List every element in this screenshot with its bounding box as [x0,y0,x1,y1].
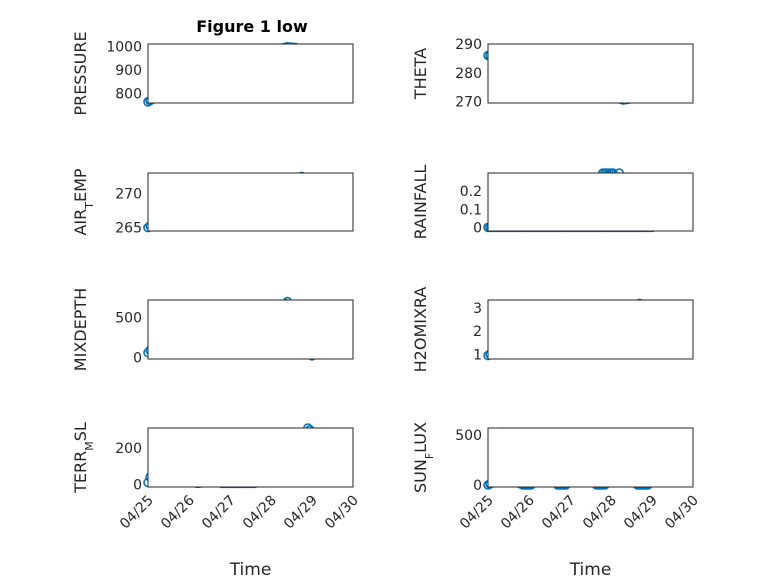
y-tick-label: 2 [473,324,482,340]
y-tick-label: 800 [115,87,142,103]
y-tick-label: 1000 [106,39,142,55]
y-tick-label: 0 [473,478,482,494]
figure-title: Figure 1 low [196,17,308,36]
y-axis-label: PRESSURE [71,31,90,115]
axes-h2omixra: 1 2 3 H2OMIXRA [411,287,694,373]
axes-mixdepth: 0 500 MIXDEPTH [71,288,354,371]
y-tick-label: 500 [115,311,142,327]
axes-frame [147,172,354,232]
axes-frame [147,43,354,104]
axes-pressure: 800 900 1000 PRESSURE [71,31,354,116]
axes-rainfall: 0 0.1 0.2 RAINFALL [411,165,694,240]
y-tick-label: 0 [133,477,142,493]
y-axis-label: MIXDEPTH [71,288,90,371]
y-tick-label: 0.2 [460,184,482,200]
y-tick-label: 265 [115,221,142,237]
y-axis-label: THETA [411,48,430,100]
y-tick-label: 280 [455,66,482,82]
y-tick-label: 200 [115,441,142,457]
x-axis-label: Time [569,560,612,580]
x-axis-label: Time [229,560,272,580]
y-tick-label: 3 [473,301,482,317]
y-tick-label: 270 [115,186,142,202]
axes-frame [487,427,694,488]
y-tick-label: 0 [473,220,482,236]
axes-frame [487,299,694,360]
axes-frame [147,427,354,488]
y-tick-label: 900 [115,63,142,79]
y-tick-label: 0 [133,350,142,366]
y-axis-label: H2OMIXRA [411,287,430,373]
y-tick-label: 270 [455,95,482,111]
axes-air_temp: 265 270 AIRTEMP [71,168,354,237]
axes-frame [147,299,354,360]
y-tick-label: 1 [473,347,482,363]
y-tick-label: 500 [455,428,482,444]
y-tick-label: 0.1 [460,202,482,218]
y-axis-label: AIRTEMP [71,168,96,235]
axes-theta: 270 280 290 THETA [411,37,694,111]
axes-frame [487,43,694,104]
y-axis-label: RAINFALL [411,165,430,240]
axes-frame [487,172,694,232]
y-axis-label: SUNFLUX [411,422,436,493]
y-tick-label: 290 [455,37,482,53]
y-axis-label: TERRMSL [71,422,96,494]
